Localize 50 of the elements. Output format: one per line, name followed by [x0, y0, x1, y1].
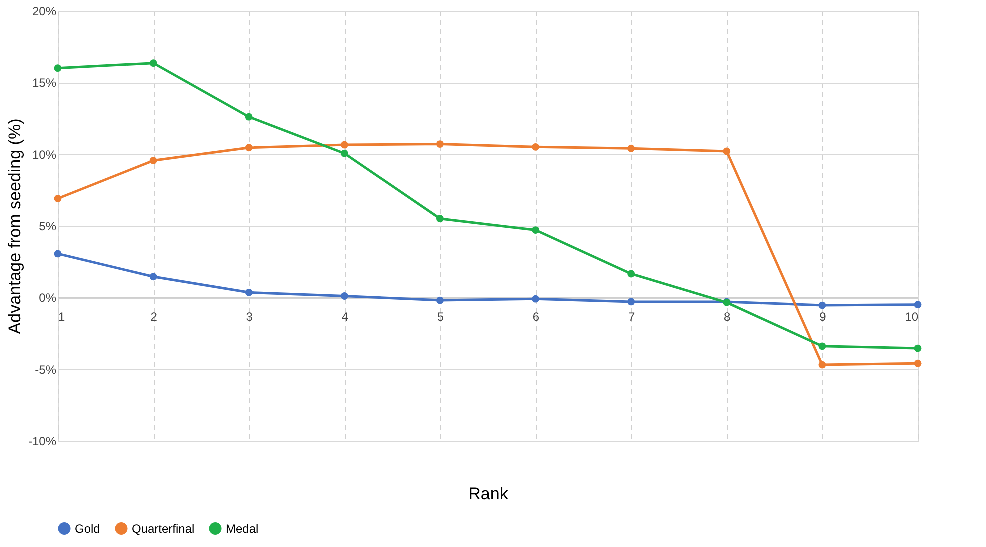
y-tick-label: 15%: [32, 76, 57, 90]
point: [532, 295, 540, 303]
point: [436, 215, 444, 223]
point: [628, 144, 636, 152]
point: [245, 288, 253, 296]
point: [54, 195, 62, 202]
x-tick-label: 7: [628, 310, 636, 324]
y-tick-label: -5%: [35, 362, 57, 377]
x-tick-label: 2: [150, 310, 158, 324]
point: [628, 270, 636, 278]
x-tick-label: 1: [58, 310, 66, 324]
y-tick-label: -10%: [28, 434, 57, 448]
point: [245, 113, 253, 121]
point: [914, 360, 922, 368]
legend-label: Gold: [75, 522, 100, 536]
point: [150, 273, 158, 281]
point: [532, 226, 540, 234]
x-tick-label: 9: [820, 310, 827, 324]
x-tick-label: 5: [437, 310, 444, 324]
y-tick-label: 20%: [32, 4, 57, 18]
point: [532, 143, 540, 151]
y-tick-label: 0%: [39, 291, 57, 306]
point: [150, 60, 158, 68]
x-tick-label: 4: [342, 310, 349, 324]
point: [340, 141, 348, 149]
point: [340, 150, 348, 158]
point: [245, 144, 253, 152]
point: [818, 342, 826, 350]
point: [723, 148, 731, 156]
legend-label: Quarterfinal: [132, 522, 195, 536]
x-axis-title: Rank: [468, 484, 509, 504]
y-axis-title: Advantage from seeding (%): [5, 118, 24, 334]
x-tick-label: 6: [532, 310, 540, 324]
point: [150, 157, 158, 164]
point: [914, 344, 922, 352]
point: [818, 302, 826, 310]
point: [436, 296, 444, 304]
point: [914, 301, 922, 309]
legend-label: Medal: [226, 522, 259, 536]
x-tick-label: 8: [724, 310, 732, 324]
y-tick-label: 10%: [32, 148, 57, 162]
y-tick-label: 5%: [39, 220, 57, 234]
point: [54, 250, 62, 258]
point: [54, 64, 62, 72]
x-tick-label: 10: [905, 310, 919, 324]
point: [340, 292, 348, 300]
point: [436, 140, 444, 148]
x-tick-label: 3: [246, 310, 254, 324]
point: [628, 298, 636, 306]
point: [818, 361, 826, 369]
